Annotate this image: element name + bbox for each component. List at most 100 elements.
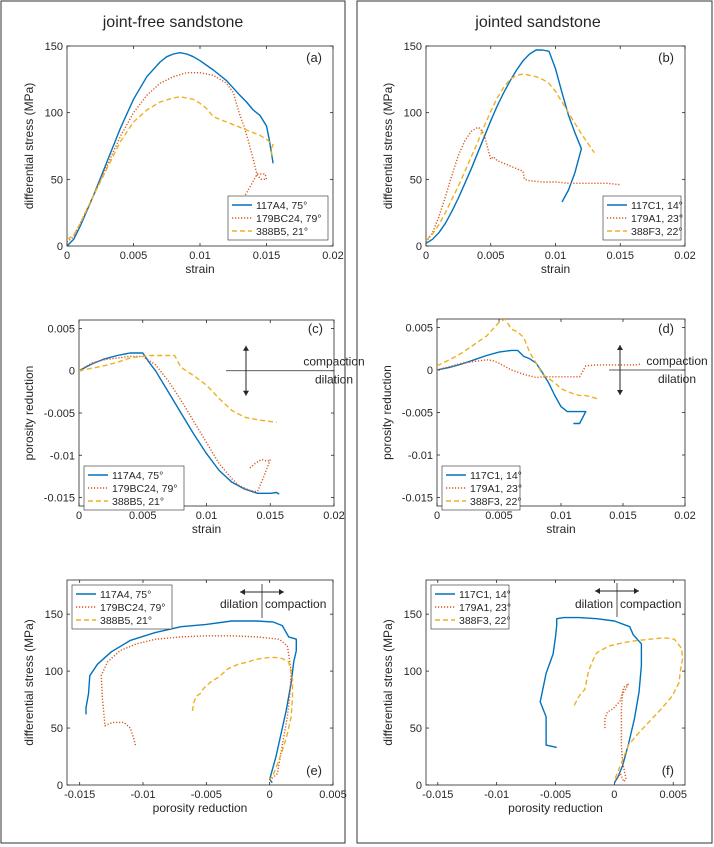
y-tick-label: 50	[51, 174, 63, 186]
compaction-label: compaction	[646, 354, 707, 368]
dilation-compaction-annotation-f: dilation compaction	[575, 583, 681, 617]
y-tick-label: -0.015	[44, 493, 75, 505]
series-line-3	[79, 354, 277, 423]
legend-entry-3: 388B5, 21°	[112, 496, 164, 508]
y-tick-label: 0.005	[405, 323, 433, 335]
y-axis-label: differential stress (MPa)	[22, 83, 36, 210]
compaction-dilation-annotation-d: compaction dilation	[609, 345, 708, 395]
compaction-label: compaction	[265, 597, 326, 611]
x-tick-label: 0	[434, 510, 440, 522]
x-tick-label: 0.015	[606, 250, 634, 262]
legend: 117A4, 75°179BC24, 79°388B5, 21°	[227, 195, 329, 241]
chart-f: -0.015 -0.01 -0.005 0 0.005 0 50 100 150 porosity…	[381, 579, 687, 815]
y-tick-label: 0	[416, 241, 422, 253]
legend: 117C1, 14°179A1, 23°388F3, 22°	[441, 465, 522, 511]
x-tick-label: 0.005	[485, 510, 513, 522]
right-panel-frame	[356, 0, 713, 844]
x-tick-label: 0.02	[674, 250, 695, 262]
x-tick-label: 0	[611, 789, 617, 801]
y-tick-label: 100	[45, 666, 63, 678]
y-tick-label: -0.015	[402, 493, 433, 505]
x-tick-label: 0	[64, 250, 70, 262]
y-tick-label: 50	[410, 174, 422, 186]
y-axis-label: differential stress (MPa)	[381, 83, 395, 210]
x-tick-label: 0	[423, 250, 429, 262]
y-tick-label: 100	[404, 108, 422, 120]
x-tick-label: 0.005	[659, 789, 687, 801]
right-column-title: jointed sandstone	[474, 14, 601, 31]
arrow-head-left	[595, 588, 600, 594]
dilation-compaction-annotation-e: dilation compaction	[220, 584, 326, 618]
arrow-head-up	[243, 345, 249, 351]
y-tick-label: 0	[57, 241, 63, 253]
legend-entry-2: 179BC24, 79°	[256, 213, 322, 225]
legend-entry-3: 388F3, 22°	[470, 496, 522, 508]
y-tick-label: 150	[404, 609, 422, 621]
legend-box	[227, 195, 329, 241]
y-tick-label: 0.005	[47, 323, 75, 335]
x-axis-label: strain	[192, 522, 221, 536]
series-line-1	[426, 49, 583, 244]
y-tick-label: 0	[69, 366, 75, 378]
dilation-label: dilation	[575, 597, 613, 611]
x-tick-label: 0.005	[477, 250, 505, 262]
arrow-head-right	[279, 589, 284, 595]
x-tick-label: 0	[76, 510, 82, 522]
y-tick-label: 0	[416, 780, 422, 792]
y-axis-label: porosity reduction	[22, 366, 36, 461]
series-line-1	[437, 349, 587, 425]
x-tick-label: 0	[267, 789, 273, 801]
x-tick-label: 0.01	[196, 510, 217, 522]
arrow-head-up	[617, 345, 623, 350]
x-tick-label: -0.01	[484, 789, 509, 801]
y-tick-label: 150	[45, 41, 63, 53]
arrow-head-right	[634, 588, 639, 594]
y-axis-label: differential stress (MPa)	[381, 619, 395, 746]
legend-entry-2: 179A1, 23°	[459, 602, 511, 614]
x-tick-label: -0.015	[422, 789, 453, 801]
x-tick-label: -0.005	[540, 789, 571, 801]
x-tick-label: 0.02	[323, 510, 344, 522]
legend-entry-2: 179A1, 23°	[470, 483, 522, 495]
series-line-2	[100, 635, 292, 781]
y-tick-label: 150	[45, 609, 63, 621]
panel-label: (c)	[308, 321, 323, 336]
legend: 117C1, 14°179A1, 23°388F3, 22°	[430, 584, 511, 630]
legend-entry-3: 388B5, 21°	[256, 226, 308, 238]
legend-entry-1: 117A4, 75°	[256, 200, 307, 212]
y-tick-label: 150	[404, 41, 422, 53]
chart-b: 0 0.005 0.01 0.015 0.02 0 50 100 150 strain differ…	[381, 41, 696, 276]
x-tick-label: 0.01	[189, 250, 210, 262]
legend-entry-2: 179BC24, 79°	[112, 483, 178, 495]
panel-label: (f)	[662, 763, 674, 778]
series-line-1	[539, 616, 643, 784]
y-axis-label: differential stress (MPa)	[22, 619, 36, 746]
panel-label: (a)	[306, 50, 322, 65]
y-tick-label: -0.01	[50, 450, 75, 462]
series-line-3	[67, 95, 274, 240]
legend-entry-2: 179A1, 23°	[631, 213, 683, 225]
x-tick-label: 0.005	[120, 250, 148, 262]
legend-entry-1: 117A4, 75°	[112, 470, 163, 482]
chart-e: -0.015 -0.01 -0.005 0 0.005 0 50 100 150 porosity…	[22, 579, 347, 815]
x-axis-label: strain	[185, 262, 214, 276]
y-tick-label: 0	[427, 365, 433, 377]
legend-entry-3: 388F3, 22°	[459, 615, 511, 627]
legend-entry-1: 117C1, 14°	[631, 200, 683, 212]
arrow-head-down	[243, 390, 249, 396]
compaction-dilation-annotation-c: compaction dilation	[226, 345, 365, 396]
panel-label: (b)	[658, 50, 674, 65]
legend: 117A4, 75°179BC24, 79°388B5, 21°	[71, 584, 173, 630]
series-line-2	[426, 126, 621, 243]
series-line-1	[67, 52, 274, 246]
x-tick-label: 0.01	[550, 510, 571, 522]
x-tick-label: -0.015	[64, 789, 95, 801]
series-line-3	[191, 656, 294, 780]
legend-entry-1: 117A4, 75°	[100, 589, 151, 601]
x-tick-label: 0.02	[322, 250, 343, 262]
chart-d: 0 0.005 0.01 0.015 0.02 0.005 0 -0.005 -0.01 -0.0…	[380, 318, 696, 536]
y-tick-label: 100	[404, 666, 422, 678]
legend-entry-3: 388B5, 21°	[100, 615, 152, 627]
chart-c: 0 0.005 0.01 0.015 0.02 0.005 0 -0.005 -0.01 -0.0…	[22, 319, 345, 536]
series-line-1	[79, 352, 280, 495]
